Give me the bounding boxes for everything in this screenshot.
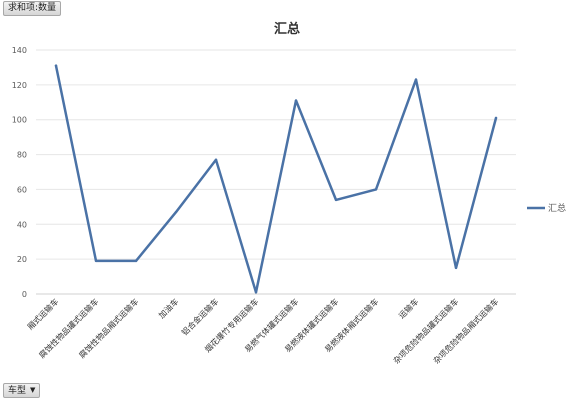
data-point[interactable]	[454, 266, 458, 270]
y-axis-ticks: 0 20 40 60 80 100 120 140	[12, 46, 27, 299]
gridlines	[36, 49, 516, 295]
y-tick-label: 20	[17, 255, 27, 264]
chart-title: 汇总	[274, 21, 300, 37]
axis-field-label: 车型	[8, 386, 27, 396]
data-point[interactable]	[374, 188, 378, 191]
legend[interactable]: 汇总	[527, 202, 566, 214]
axis-field-button[interactable]: 车型 ▼	[3, 383, 41, 398]
x-category-label: 运输车	[396, 296, 420, 320]
y-tick-label: 60	[17, 185, 27, 194]
data-point[interactable]	[174, 210, 178, 214]
y-tick-label: 140	[12, 46, 27, 55]
data-point[interactable]	[134, 259, 138, 263]
x-category-label: 厢式运输车	[25, 296, 60, 331]
y-tick-label: 40	[17, 220, 27, 229]
y-tick-label: 80	[17, 151, 27, 160]
y-tick-label: 0	[22, 290, 27, 299]
data-point[interactable]	[54, 64, 58, 67]
value-field-button[interactable]: 求和项:数量	[3, 1, 62, 16]
data-point[interactable]	[254, 291, 258, 294]
data-point[interactable]	[294, 99, 298, 102]
x-category-label: 杂项危险物品罐式运输车	[391, 296, 460, 365]
dropdown-arrow-icon: ▼	[30, 386, 36, 394]
value-field-label: 求和项:数量	[8, 3, 57, 13]
legend-label: 汇总	[548, 202, 566, 214]
series-line[interactable]	[54, 64, 498, 294]
data-point[interactable]	[214, 158, 218, 161]
data-point[interactable]	[334, 198, 338, 202]
data-point[interactable]	[494, 116, 498, 120]
data-point[interactable]	[414, 78, 418, 81]
series-layer	[54, 64, 498, 294]
x-category-label: 杂项危险物品厢式运输车	[431, 296, 500, 365]
y-tick-label: 100	[12, 116, 27, 125]
data-point[interactable]	[94, 259, 98, 263]
x-category-label: 铝合金运输车	[179, 296, 220, 337]
x-category-label: 加油车	[156, 296, 180, 320]
y-tick-label: 120	[12, 81, 27, 90]
